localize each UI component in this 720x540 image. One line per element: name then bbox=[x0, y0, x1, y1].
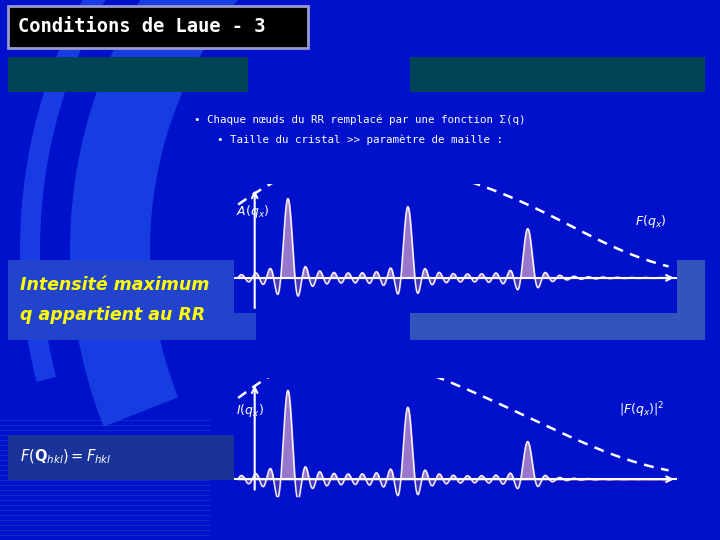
Text: Conditions de Laue - 3: Conditions de Laue - 3 bbox=[18, 17, 266, 37]
FancyBboxPatch shape bbox=[410, 260, 705, 340]
Text: $|F(q_x)|^2$: $|F(q_x)|^2$ bbox=[619, 401, 665, 420]
Text: $I(q_x)$: $I(q_x)$ bbox=[236, 402, 264, 419]
Polygon shape bbox=[70, 0, 402, 427]
Text: $F(q_x)$: $F(q_x)$ bbox=[636, 213, 667, 230]
Text: q appartient au RR: q appartient au RR bbox=[20, 306, 205, 324]
Text: • Taille du cristal >> paramètre de maille :: • Taille du cristal >> paramètre de mail… bbox=[217, 135, 503, 145]
Text: $F(\mathbf{Q}_{hkl}) = F_{hkl}$: $F(\mathbf{Q}_{hkl}) = F_{hkl}$ bbox=[20, 448, 112, 466]
Text: • Chaque nœuds du RR remplacé par une fonction Σ(q): • Chaque nœuds du RR remplacé par une fo… bbox=[194, 115, 526, 125]
Text: $A(q_x)$: $A(q_x)$ bbox=[236, 202, 270, 220]
FancyBboxPatch shape bbox=[8, 260, 256, 340]
FancyBboxPatch shape bbox=[8, 435, 243, 480]
Polygon shape bbox=[20, 0, 423, 382]
FancyBboxPatch shape bbox=[8, 57, 248, 92]
Text: Intensité maximum: Intensité maximum bbox=[20, 276, 210, 294]
FancyBboxPatch shape bbox=[8, 6, 308, 48]
FancyBboxPatch shape bbox=[410, 57, 705, 92]
